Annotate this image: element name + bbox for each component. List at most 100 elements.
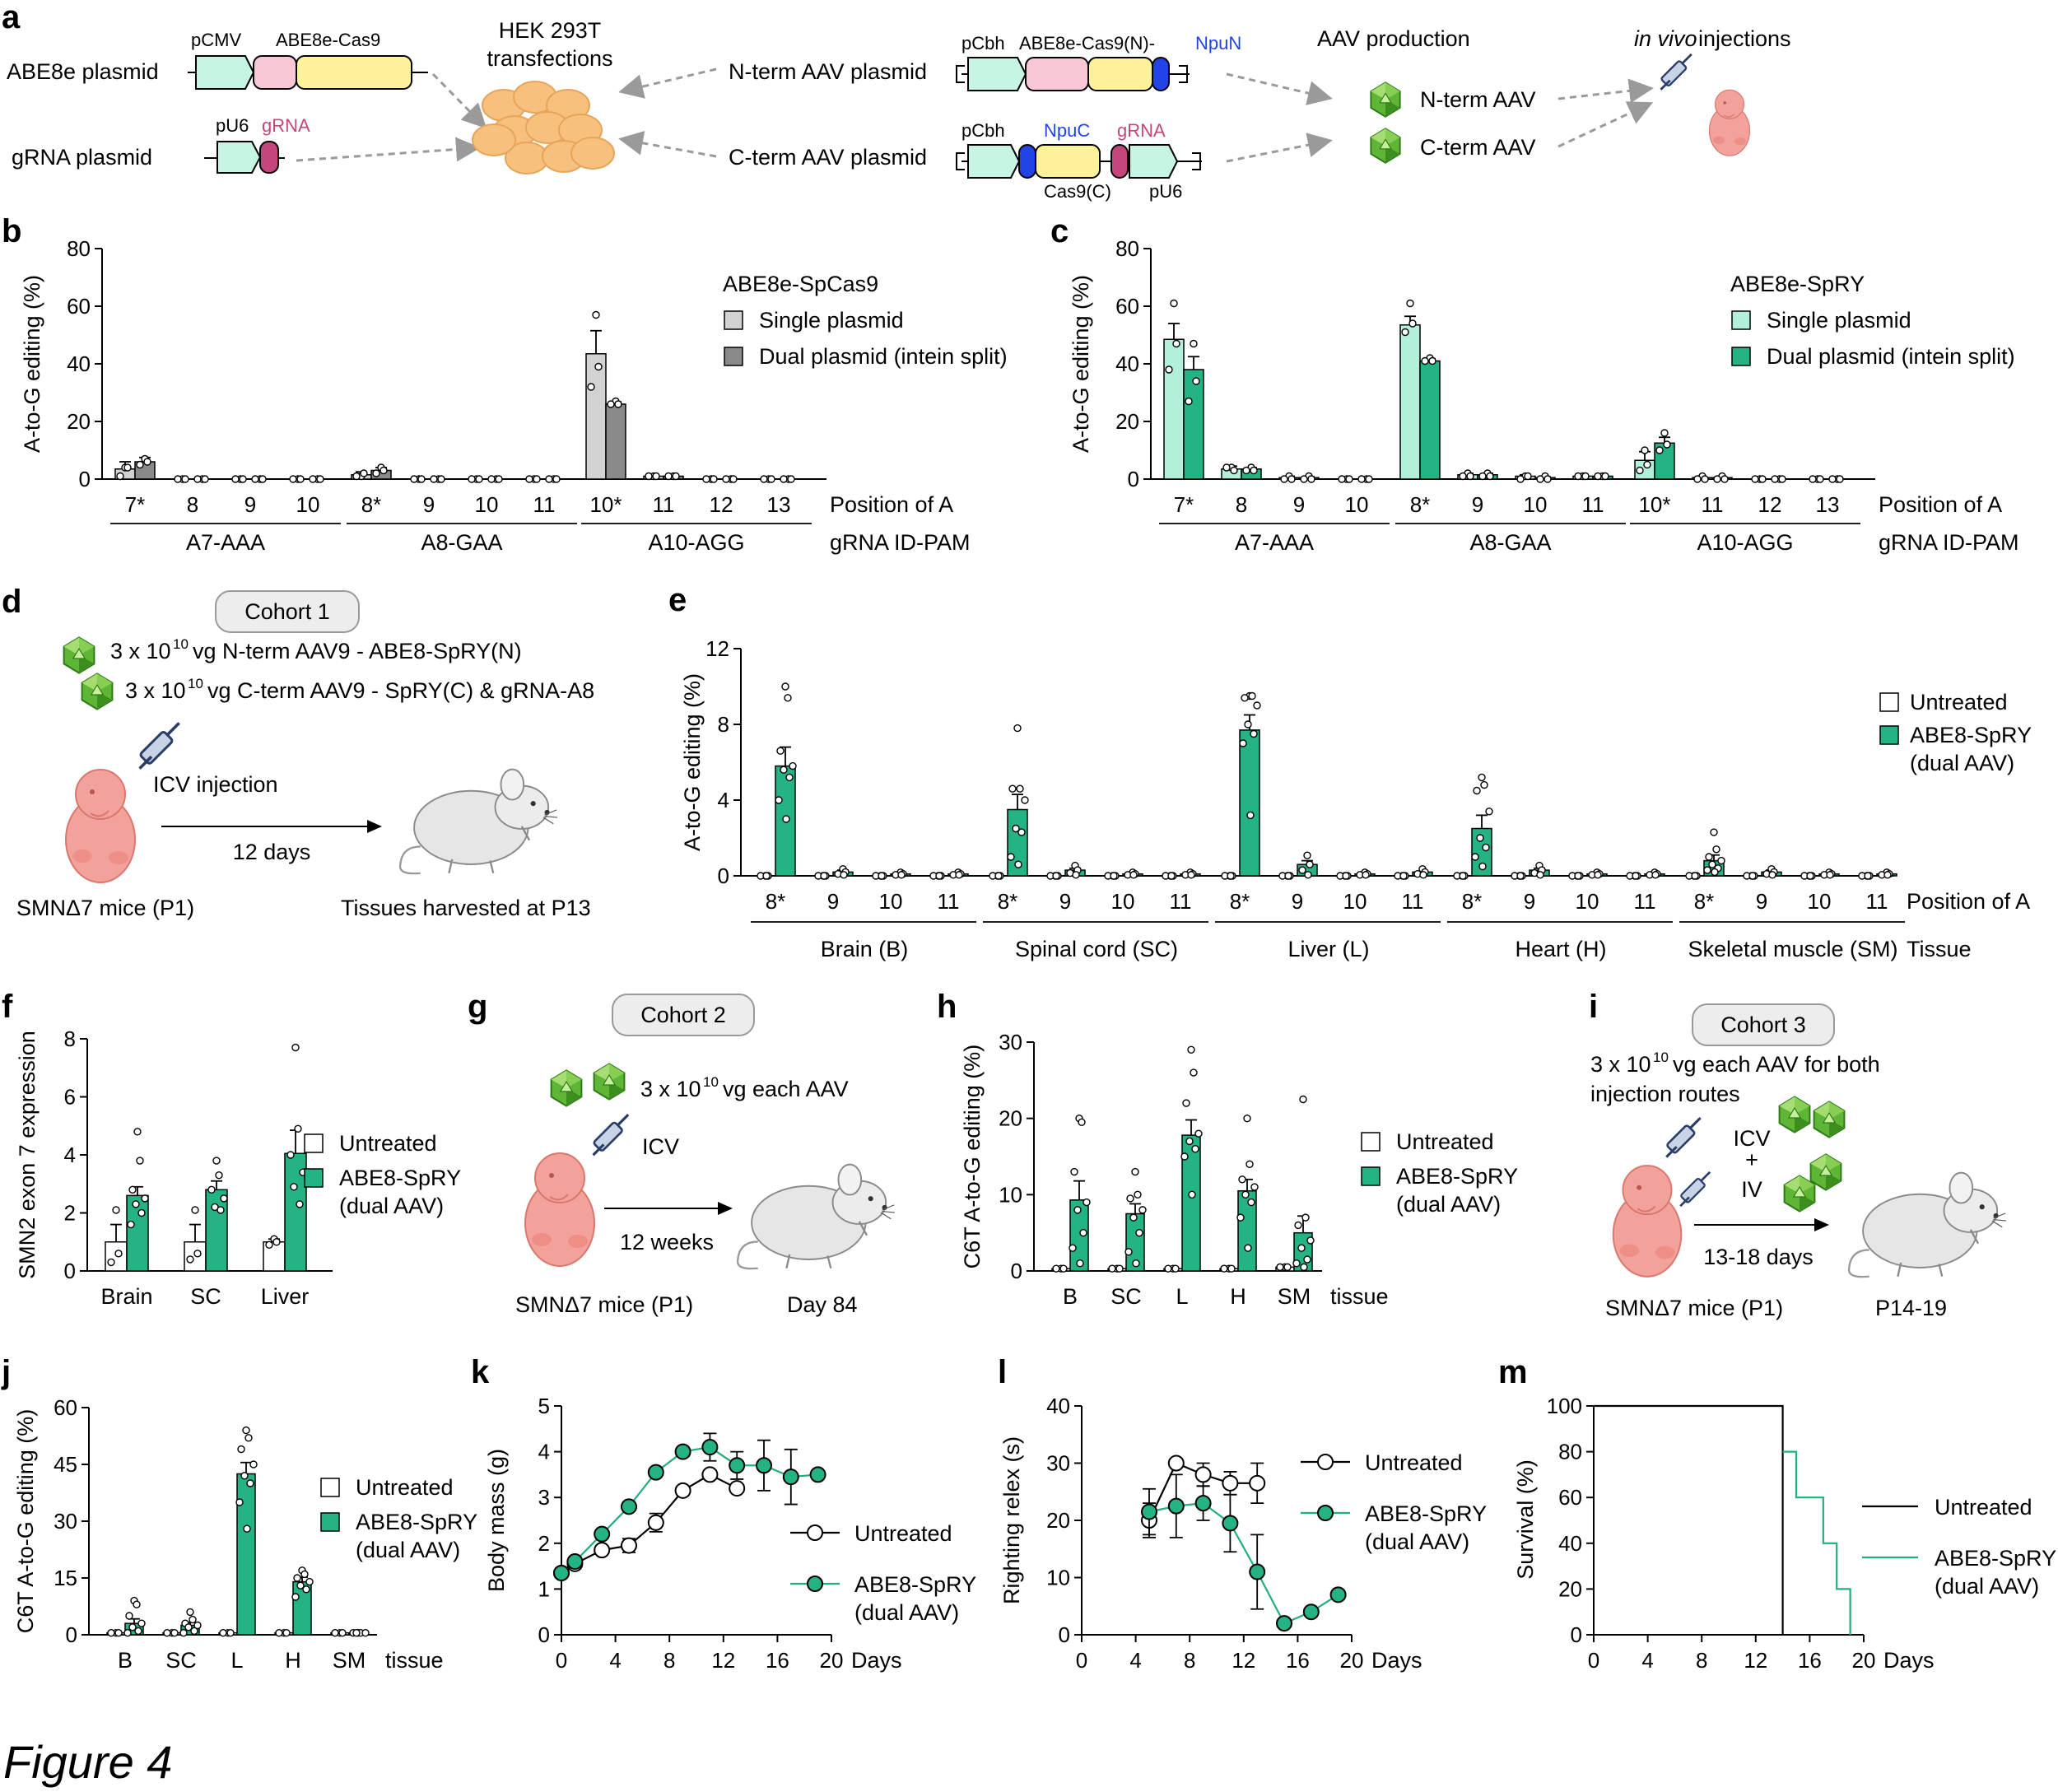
data-point (1478, 862, 1487, 871)
data-point (1238, 1175, 1246, 1184)
data-point (552, 475, 561, 483)
bar-dual (1183, 369, 1204, 480)
endpoint-label: P14-19 (1875, 1296, 1947, 1320)
data-point (1357, 475, 1366, 483)
mice-label: SMNΔ7 mice (P1) (515, 1292, 693, 1317)
data-point (141, 1194, 149, 1203)
position-label: 9 (1293, 492, 1305, 517)
data-point (760, 475, 768, 483)
bar-treated (126, 1194, 149, 1272)
data-point (1242, 466, 1250, 475)
data-point (289, 475, 297, 483)
position-label: 9 (1292, 889, 1303, 914)
data-point (1466, 472, 1474, 481)
position-label: 10 (296, 492, 320, 517)
y-tick-label: 5 (538, 1394, 550, 1418)
data-point (1806, 872, 1814, 880)
panel-letter: e (668, 582, 687, 618)
group-title: gRNA ID-PAM (1879, 530, 2019, 555)
data-point (1365, 475, 1373, 483)
data-point (1185, 1137, 1194, 1146)
data-point (437, 475, 445, 483)
position-title: Position of A (830, 492, 953, 517)
itr-left (956, 65, 965, 83)
tissue-label: Liver (L) (1287, 937, 1369, 961)
data-point (1711, 868, 1719, 877)
data-point (1594, 871, 1602, 879)
x-tick-label: 4 (1129, 1648, 1141, 1673)
data-point (1299, 1095, 1307, 1104)
tissue-label: Spinal cord (SC) (1015, 937, 1178, 961)
data-point (338, 1628, 347, 1637)
cohort-label: Cohort 3 (1720, 1012, 1806, 1037)
aav-icon (63, 636, 95, 674)
y-tick-label: 8 (718, 712, 729, 737)
position-label: 13 (767, 492, 791, 517)
data-point (296, 475, 305, 483)
legend-treated-label: ABE8-SpRY (1935, 1546, 2056, 1571)
data-point (776, 747, 785, 755)
marker-untreated (594, 1542, 611, 1559)
data-point (1129, 871, 1138, 879)
legend-treated-label-2: (dual AAV) (1935, 1574, 2039, 1599)
y-tick-label: 0 (538, 1622, 550, 1647)
pcmv-block (195, 55, 255, 90)
data-point (1126, 1194, 1134, 1203)
data-point (1138, 1206, 1147, 1214)
data-point (251, 475, 259, 483)
data-point (132, 1200, 140, 1208)
y-tick-label: 60 (1115, 294, 1139, 319)
data-point (361, 1628, 370, 1637)
hek-cell (472, 123, 516, 156)
data-point (1516, 872, 1525, 880)
category-label: SM (1278, 1284, 1311, 1309)
data-point (1778, 475, 1786, 483)
data-point (1294, 1221, 1302, 1230)
data-point (265, 1240, 273, 1249)
aav-icon (1813, 1101, 1846, 1138)
group-label: A10-AGG (1697, 530, 1793, 555)
legend-treated-label: ABE8-SpRY (1365, 1501, 1487, 1526)
data-point (107, 1628, 115, 1637)
data-point (1188, 1190, 1196, 1199)
data-point (1399, 872, 1408, 880)
position-label: 9 (1756, 889, 1767, 914)
pcbh-label: pCbh (961, 33, 1005, 54)
y-tick-label: 0 (718, 863, 729, 888)
data-point (282, 1628, 291, 1637)
position-label: 8* (1694, 889, 1715, 914)
legend-swatch-single (724, 310, 743, 330)
data-point (219, 1628, 227, 1637)
x-tick-label: 16 (1798, 1648, 1822, 1673)
data-point (133, 1600, 141, 1608)
cas9-block (296, 55, 412, 90)
position-label: 10 (1808, 889, 1832, 914)
y-axis-title: Survival (%) (1513, 1459, 1538, 1580)
marker-treated (621, 1498, 637, 1515)
data-point (1713, 475, 1721, 483)
data-point (1070, 1167, 1078, 1176)
y-tick-label: 1 (538, 1576, 550, 1601)
category-label: SC (1110, 1284, 1142, 1309)
data-point (1342, 872, 1350, 880)
data-point (1110, 872, 1118, 880)
data-point (114, 1628, 123, 1637)
data-point (1135, 1228, 1143, 1237)
data-point (1473, 786, 1481, 795)
position-label: 10 (1576, 889, 1599, 914)
position-label: 9 (1472, 492, 1483, 517)
data-point (1243, 1114, 1251, 1123)
dashed-arrow (1557, 78, 1654, 104)
data-point (1190, 339, 1198, 348)
y-tick-label: 15 (54, 1566, 77, 1590)
data-point (729, 475, 738, 483)
data-point (1284, 872, 1292, 880)
cterm-aav-label: C-term AAV (1420, 135, 1536, 160)
data-point (545, 475, 553, 483)
position-label: 11 (1170, 889, 1192, 914)
y-tick-label: 20 (67, 409, 91, 434)
data-point (1244, 1244, 1252, 1252)
data-point (468, 475, 476, 483)
marker-treated (1141, 1503, 1157, 1520)
position-label: 10 (1111, 889, 1135, 914)
